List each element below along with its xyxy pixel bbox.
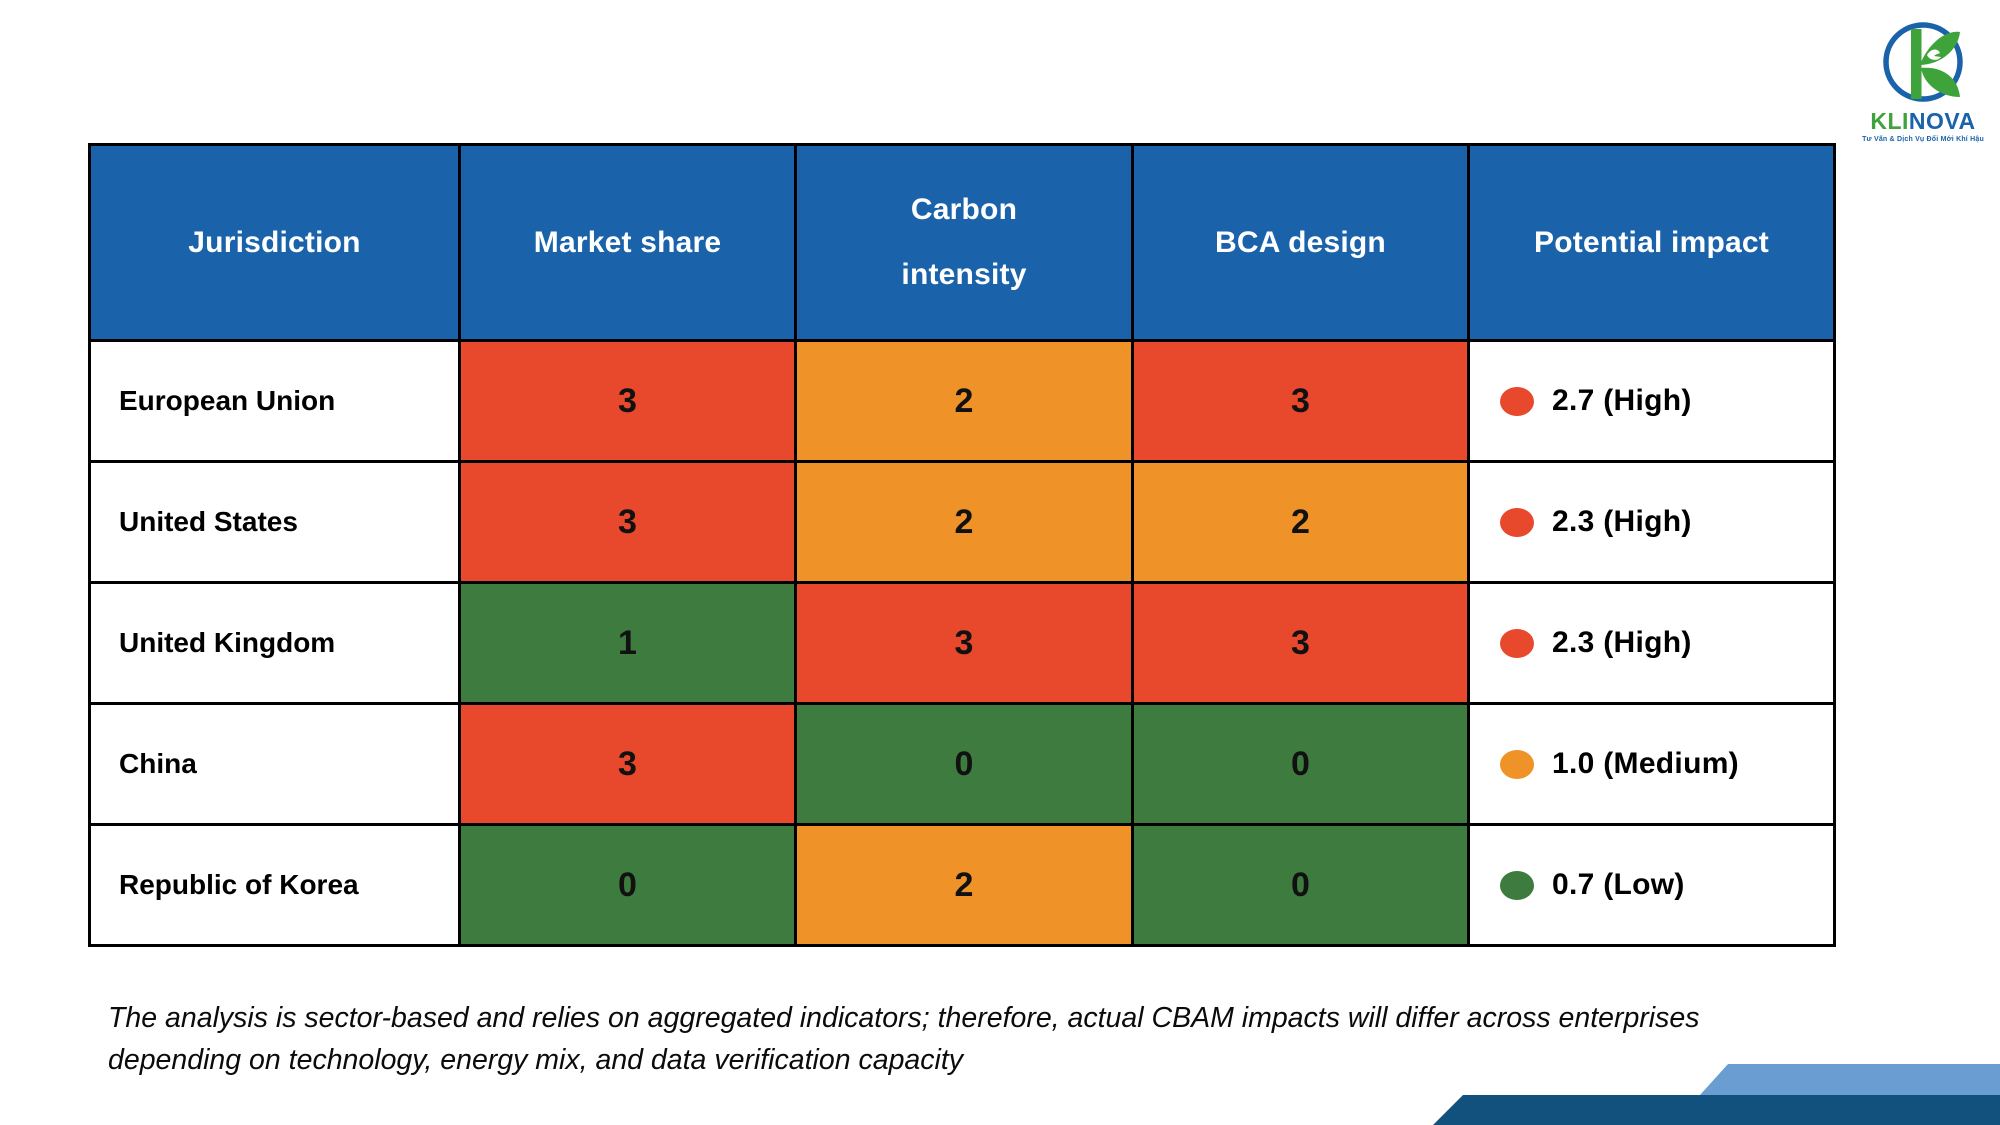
header-carbon-intensity: Carbon intensity — [794, 143, 1134, 342]
bca-design-score-cell: 3 — [1131, 581, 1470, 705]
bca-design-score-cell: 3 — [1131, 339, 1470, 463]
banner-dark-stripe — [1433, 1095, 2000, 1125]
carbon-intensity-score-cell: 0 — [794, 702, 1134, 826]
brand-name-blue: NOVA — [1908, 108, 1976, 134]
jurisdiction-cell: China — [88, 702, 461, 826]
header-potential-impact: Potential impact — [1467, 143, 1836, 342]
potential-impact-cell: 0.7 (Low) — [1467, 823, 1836, 947]
bca-design-score-cell: 0 — [1131, 702, 1470, 826]
header-jurisdiction: Jurisdiction — [88, 143, 461, 342]
header-bca-design: BCA design — [1131, 143, 1470, 342]
carbon-intensity-score-cell: 2 — [794, 460, 1134, 584]
logo: KLINOVA Tư Vấn & Dịch Vụ Đổi Mới Khí Hậu — [1856, 14, 1990, 143]
brand-tagline: Tư Vấn & Dịch Vụ Đổi Mới Khí Hậu — [1862, 136, 1984, 143]
impact-label: 2.3 (High) — [1552, 505, 1692, 538]
market-share-score-cell: 3 — [458, 460, 797, 584]
jurisdiction-cell: United States — [88, 460, 461, 584]
cbam-impact-table: Jurisdiction Market share Carbon intensi… — [88, 143, 1836, 947]
footnote-line-1: The analysis is sector-based and relies … — [108, 1002, 1700, 1034]
impact-level-dot-icon — [1500, 870, 1534, 900]
table-header-row: Jurisdiction Market share Carbon intensi… — [88, 143, 1836, 342]
potential-impact-cell: 2.7 (High) — [1467, 339, 1836, 463]
footnote: The analysis is sector-based and relies … — [108, 998, 1828, 1082]
bca-design-score-cell: 2 — [1131, 460, 1470, 584]
header-market-share: Market share — [458, 143, 797, 342]
footnote-line-2: depending on technology, energy mix, and… — [108, 1043, 964, 1076]
jurisdiction-cell: European Union — [88, 339, 461, 463]
bca-design-score-cell: 0 — [1131, 823, 1470, 947]
logo-mark-icon — [1883, 22, 1963, 102]
market-share-score-cell: 3 — [458, 702, 797, 826]
impact-level-dot-icon — [1500, 749, 1534, 779]
table-row: United Kingdom 1 3 3 2.3 (High) — [88, 581, 1836, 705]
table-row: China 3 0 0 1.0 (Medium) — [88, 702, 1836, 826]
impact-label: 2.3 (High) — [1552, 626, 1692, 659]
potential-impact-cell: 1.0 (Medium) — [1467, 702, 1836, 826]
potential-impact-cell: 2.3 (High) — [1467, 581, 1836, 705]
table-row: European Union 3 2 3 2.7 (High) — [88, 339, 1836, 463]
brand-name-green: KLI — [1870, 108, 1909, 134]
impact-level-dot-icon — [1500, 628, 1534, 658]
impact-label: 0.7 (Low) — [1552, 868, 1685, 901]
carbon-intensity-score-cell: 2 — [794, 823, 1134, 947]
jurisdiction-cell: Republic of Korea — [88, 823, 461, 947]
impact-label: 2.7 (High) — [1552, 384, 1692, 417]
market-share-score-cell: 3 — [458, 339, 797, 463]
impact-level-dot-icon — [1500, 507, 1534, 537]
carbon-intensity-score-cell: 3 — [794, 581, 1134, 705]
market-share-score-cell: 0 — [458, 823, 797, 947]
table-row: United States 3 2 2 2.3 (High) — [88, 460, 1836, 584]
market-share-score-cell: 1 — [458, 581, 797, 705]
impact-label: 1.0 (Medium) — [1552, 747, 1739, 780]
jurisdiction-cell: United Kingdom — [88, 581, 461, 705]
table-body: European Union 3 2 3 2.7 (High) United S… — [88, 339, 1836, 947]
potential-impact-cell: 2.3 (High) — [1467, 460, 1836, 584]
impact-level-dot-icon — [1500, 386, 1534, 416]
table-row: Republic of Korea 0 2 0 0.7 (Low) — [88, 823, 1836, 947]
carbon-intensity-score-cell: 2 — [794, 339, 1134, 463]
brand-name: KLINOVA — [1856, 110, 1990, 133]
